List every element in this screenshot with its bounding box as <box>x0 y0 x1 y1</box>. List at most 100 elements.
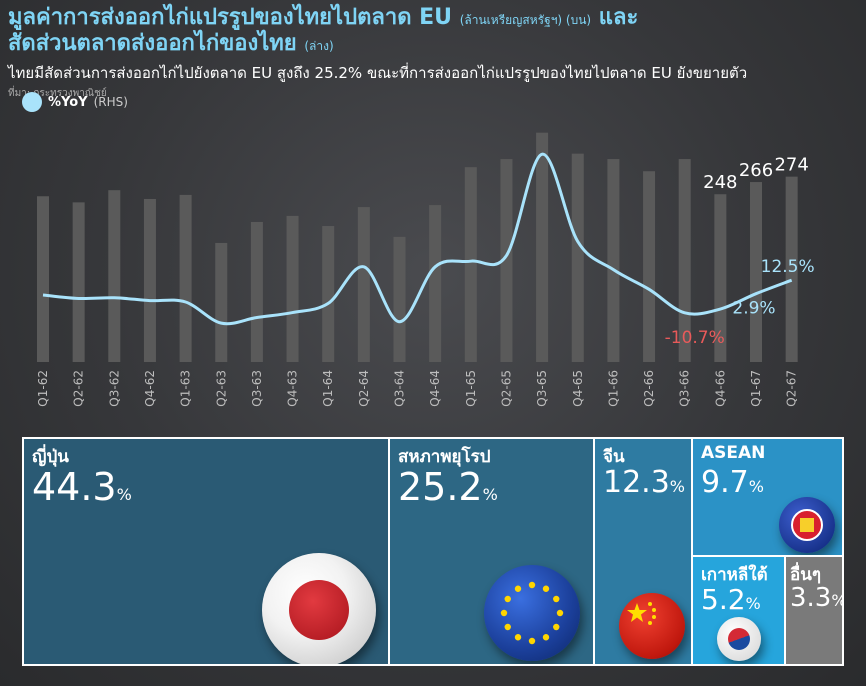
eu-star <box>553 595 560 603</box>
eu-star <box>556 609 564 617</box>
eu-stars <box>500 581 564 645</box>
x-tick-label: Q1-63 <box>179 370 193 407</box>
treemap-cell-asean: ASEAN 9.7% <box>691 437 844 557</box>
bar <box>37 196 49 362</box>
treemap-cell-china: จีน 12.3% <box>593 437 693 666</box>
eu-star <box>542 634 550 641</box>
chart-title: มูลค่าการส่งออกไก่แปรรูปของไทยไปตลาด EU … <box>8 6 858 32</box>
china-stars <box>627 602 656 625</box>
header: มูลค่าการส่งออกไก่แปรรูปของไทยไปตลาด EU … <box>8 6 858 101</box>
cell-name: เกาหลีใต้ <box>701 565 768 585</box>
cell-value: 12.3% <box>603 465 685 500</box>
bar <box>500 159 513 362</box>
cell-value: 25.2% <box>398 465 498 509</box>
title-main: มูลค่าการส่งออกไก่แปรรูปของไทยไปตลาด EU <box>8 5 453 30</box>
bar <box>357 207 370 362</box>
x-tick-label: Q2-66 <box>642 370 656 407</box>
bar <box>785 176 798 362</box>
bar <box>750 182 762 362</box>
treemap-cell-korea: เกาหลีใต้ 5.2% <box>691 555 786 666</box>
bar-value-label: 274 <box>774 155 808 176</box>
x-tick-label: Q1-66 <box>606 370 620 407</box>
x-tick-label: Q2-67 <box>785 370 799 407</box>
x-tick-label: Q2-64 <box>357 370 371 407</box>
title-and: และ <box>598 5 639 30</box>
bar <box>607 159 620 362</box>
x-tick-label: Q2-63 <box>214 370 228 407</box>
chart-title-line2: สัดส่วนตลาดส่งออกไก่ของไทย (ล่าง) <box>8 32 858 58</box>
title-unit: (ล้านเหรียญสหรัฐฯ) (บน) <box>459 13 592 27</box>
bar <box>286 215 299 362</box>
treemap: ญี่ปุ่น 44.3% สหภาพยุโรป 25.2% จีน 12.3%… <box>22 437 844 666</box>
eu-star <box>528 581 536 589</box>
cell-name: สหภาพยุโรป <box>398 447 491 467</box>
title-line2-unit: (ล่าง) <box>304 39 334 53</box>
bar <box>215 242 228 362</box>
bar <box>536 132 549 362</box>
bar <box>429 205 442 362</box>
cell-name: จีน <box>603 447 625 467</box>
cell-name: อื่นๆ <box>790 565 821 585</box>
treemap-cell-japan: ญี่ปุ่น 44.3% <box>22 437 390 666</box>
treemap-cell-eu: สหภาพยุโรป 25.2% <box>388 437 595 666</box>
eu-flag-icon <box>484 565 580 661</box>
treemap-cell-others: อื่นๆ 3.3% <box>784 555 844 666</box>
legend: %YoY (RHS) <box>22 92 128 112</box>
cell-name: ASEAN <box>701 443 766 463</box>
x-tick-label: Q4-63 <box>286 370 300 407</box>
x-tick-label: Q3-62 <box>107 370 121 407</box>
cell-value: 3.3% <box>790 583 842 613</box>
line-value-label: 2.9% <box>732 299 775 319</box>
yoy-line <box>42 152 793 326</box>
bar-value-label: 248 <box>703 172 737 193</box>
x-tick-label: Q3-65 <box>535 370 549 407</box>
x-tick-label: Q4-62 <box>143 370 157 407</box>
china-flag-icon <box>619 593 685 659</box>
bar <box>72 202 85 362</box>
cell-value: 9.7% <box>701 465 764 500</box>
eu-star <box>528 637 536 645</box>
eu-star <box>504 595 511 603</box>
cell-name: ญี่ปุ่น <box>32 447 69 467</box>
bar <box>571 153 584 362</box>
x-tick-label: Q4-64 <box>428 370 442 407</box>
legend-series: %YoY <box>48 94 88 110</box>
bar <box>464 167 477 362</box>
bar <box>143 198 156 362</box>
title-line2: สัดส่วนตลาดส่งออกไก่ของไทย <box>8 31 297 56</box>
eu-star <box>514 585 522 592</box>
x-tick-label: Q1-64 <box>321 370 335 407</box>
x-tick-label: Q3-66 <box>678 370 692 407</box>
bar <box>393 236 406 362</box>
bar <box>250 221 263 362</box>
x-tick-label: Q2-65 <box>499 370 513 407</box>
x-tick-label: Q4-65 <box>571 370 585 407</box>
eu-star <box>514 634 522 641</box>
x-tick-label: Q1-65 <box>464 370 478 407</box>
x-tick-label: Q1-62 <box>36 370 50 407</box>
bar-value-label: 266 <box>739 160 773 181</box>
bar <box>108 190 121 362</box>
bar <box>179 194 192 362</box>
x-tick-label: Q2-62 <box>72 370 86 407</box>
bar <box>714 194 727 362</box>
cell-value: 44.3% <box>32 465 132 509</box>
bar <box>643 171 656 362</box>
x-tick-label: Q4-66 <box>713 370 727 407</box>
eu-star <box>500 609 508 617</box>
eu-star <box>504 623 511 631</box>
asean-flag-icon <box>779 497 835 553</box>
line-value-label: -10.7% <box>665 328 725 348</box>
eu-star <box>553 623 560 631</box>
combo-chart: Q1-62 Q2-62 Q3-62 Q4-62 Q1-63 Q2-63 Q3-63 Q4-63… <box>36 132 815 407</box>
x-tick-label: Q3-64 <box>393 370 407 407</box>
cell-value: 5.2% <box>701 583 761 616</box>
legend-dot-icon <box>22 92 42 112</box>
japan-flag-icon <box>262 553 376 664</box>
korea-flag-icon <box>717 617 761 661</box>
line-value-label: 12.5% <box>761 257 815 277</box>
legend-axis: (RHS) <box>93 95 128 109</box>
x-tick-label: Q3-63 <box>250 370 264 407</box>
x-tick-label: Q1-67 <box>749 370 763 407</box>
eu-star <box>542 585 550 592</box>
